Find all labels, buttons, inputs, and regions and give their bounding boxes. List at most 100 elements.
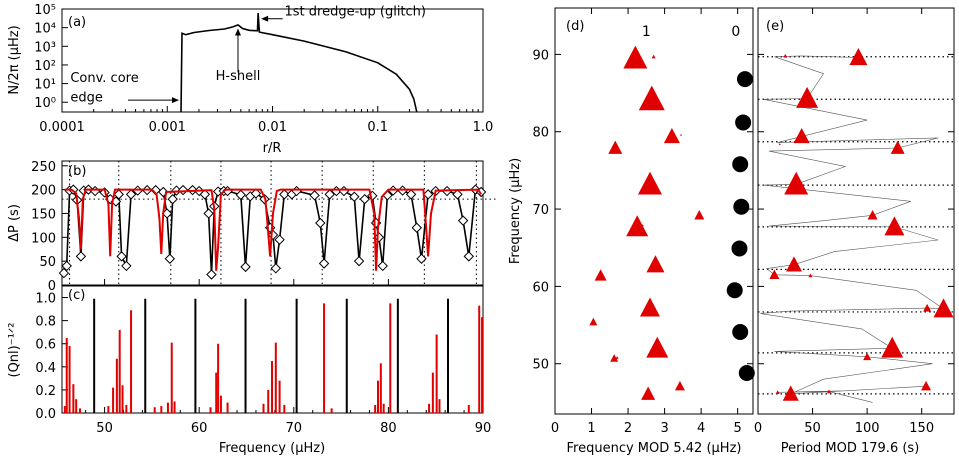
panel-b-ytick-label: 200	[31, 184, 56, 199]
panel-c-ytick-label: 0.0	[35, 407, 56, 422]
panel-d-l1-triangle	[594, 269, 607, 281]
panel-e-triangle	[775, 390, 780, 395]
panel-d-ytick-label: 80	[532, 126, 549, 141]
panel-a-ytick-label: 10⁴	[34, 22, 56, 37]
panel-d-l1-triangle	[626, 215, 649, 237]
panel-d-l1-triangle	[615, 355, 619, 359]
panel-e-xtick-label: 150	[909, 421, 934, 436]
panel-d-ytick-label: 60	[532, 280, 549, 295]
panel-d-l1-triangle	[608, 140, 623, 154]
panel-d-xtick-label: 3	[660, 421, 668, 436]
panel-d-l0-circle	[738, 365, 755, 382]
panel-b-diamond-marker	[318, 258, 330, 269]
panel-a-ytick-label: 10³	[34, 40, 56, 55]
panel-e-triangle	[769, 269, 780, 280]
panel-b-ytick-label: 250	[31, 160, 56, 175]
panel-a-ylabel: N/2π (μHz)	[7, 25, 22, 94]
panel-d-l0-circle	[735, 114, 752, 131]
panel-c-ytick-label: 1.0	[35, 292, 56, 307]
panel-d-l0-circle	[731, 240, 748, 257]
panel-d-l0-circle	[732, 324, 749, 341]
panel-c-label: (c)	[68, 288, 85, 303]
panel-b-diamond-marker	[270, 263, 282, 274]
panel-c: (c) Frequency (μHz) (Qnl)⁻¹ᐟ² 0.0 0.2 0.4 0…	[7, 285, 492, 456]
panel-e-triangle	[849, 48, 868, 66]
panel-a-ytick-label: 10²	[34, 59, 56, 74]
panel-d-xtick-label: 1	[587, 421, 595, 436]
panel-a-annotation: Conv. core	[70, 71, 138, 86]
panel-b-diamond-marker	[177, 184, 189, 196]
panel-a-frame	[61, 8, 484, 113]
panel-b-diamond-marker	[338, 185, 350, 197]
panel-c-xtick-label: 70	[286, 421, 303, 436]
panel-a-xtick-label: 0.001	[149, 120, 186, 135]
panel-d-l1-triangle	[641, 386, 656, 400]
panel-e-triangle	[933, 298, 954, 318]
panel-e-xtick-label: 50	[804, 421, 821, 436]
panel-b-ytick-label: 150	[31, 207, 56, 222]
panel-d-xtick-label: 0	[551, 421, 559, 436]
panel-c-xtick-label: 50	[96, 421, 113, 436]
panel-b-diamond-marker	[206, 269, 217, 280]
panel-a-arrowhead	[261, 15, 269, 22]
panel-b-diamond-marker	[58, 267, 70, 279]
panel-d-l0-circle	[736, 71, 753, 88]
panel-b-ytick-label: 100	[31, 231, 56, 246]
panel-e-connector-line	[760, 55, 945, 403]
panel-e: (e) Period MOD 179.6 (s) 0 50 100 150	[754, 7, 955, 456]
panel-e-label: (e)	[766, 19, 784, 34]
panel-b-diamond-marker	[75, 251, 87, 262]
panel-d-l1-triangle	[623, 45, 648, 69]
panel-b-diamond-marker	[416, 253, 427, 264]
panel-b-label: (b)	[68, 164, 86, 179]
panel-d-l1-triangle	[646, 255, 665, 273]
panel-b-diamond-marker	[250, 188, 262, 199]
panel-c-ytick-label: 0.6	[35, 338, 56, 353]
panel-e-triangle	[784, 171, 809, 195]
panel-b-diamond-marker	[199, 189, 211, 200]
panel-e-triangle	[783, 53, 788, 58]
panel-b-diamond-marker	[377, 260, 388, 272]
panel-c-ytick-label: 0.8	[35, 315, 56, 330]
panel-e-triangle	[808, 273, 813, 278]
panel-a-xtick-label: 0.0001	[39, 120, 85, 135]
panel-b-diamond-marker	[463, 251, 475, 262]
panel-b-diamond-marker	[274, 234, 285, 245]
panel-b-diamond-marker	[349, 191, 360, 202]
panel-c-ytick-label: 0.4	[35, 361, 56, 376]
panel-a-xtick-label: 1.0	[473, 120, 494, 135]
panel-b-diamond-marker	[452, 189, 463, 200]
panel-d-l1-triangle	[589, 317, 598, 326]
panel-a: (a) r/R N/2π (μHz) 0.0001 0.001 0.01 0.1 1.0…	[7, 3, 493, 156]
panel-b-ytick-label: 50	[39, 255, 56, 270]
panel-d-xtick-label: 2	[624, 421, 632, 436]
panel-b-diamond-marker	[411, 222, 422, 233]
panel-b-frame	[61, 160, 484, 286]
panel-a-xtick-label: 0.01	[258, 120, 287, 135]
panel-b-diamond-marker	[240, 261, 251, 273]
panel-b-diamond-marker	[125, 189, 137, 200]
panel-a-ytick-label: 10¹	[34, 78, 56, 93]
panel-d: (d) Frequency MOD 5.42 (μHz) Frequency (…	[508, 7, 755, 456]
panel-c-xlabel: Frequency (μHz)	[219, 441, 325, 456]
panel-a-arrowhead	[234, 28, 241, 36]
panel-d-label: (d)	[566, 19, 584, 34]
panel-c-xtick-label: 60	[191, 421, 208, 436]
panel-b-diamond-marker	[121, 260, 132, 272]
panel-d-l1-triangle	[637, 171, 662, 195]
panel-d-xtick-label: 4	[697, 421, 705, 436]
panel-e-triangle	[863, 352, 872, 361]
panel-d-xtick-label: 5	[734, 421, 742, 436]
panel-d-l1-triangle	[680, 133, 683, 136]
panel-d-l0-circle	[732, 156, 749, 173]
panel-b-series-red-line	[64, 188, 482, 271]
panel-b-diamond-marker	[164, 253, 176, 264]
panel-d-l1-triangle	[674, 380, 685, 391]
panel-d-ytick-label: 50	[532, 358, 549, 373]
panel-c-xtick-label: 90	[475, 421, 492, 436]
panel-d-ytick-label: 90	[532, 48, 549, 63]
panel-b-ytick-label: 0	[48, 279, 56, 294]
panel-d-frame	[554, 7, 754, 415]
panel-d-l1-triangle	[641, 224, 644, 227]
